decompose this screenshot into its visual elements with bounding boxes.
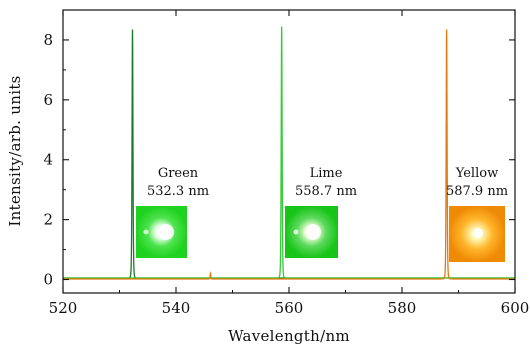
annotation-green: Green 532.3 nm	[136, 166, 209, 258]
x-tick-label: 600	[501, 299, 530, 317]
lime-spot-core	[305, 224, 321, 240]
x-axis-label: Wavelength/nm	[228, 327, 350, 345]
annotation-yellow-wavelength: 587.9 nm	[446, 184, 508, 199]
y-tick-label: 8	[43, 31, 53, 49]
y-tick-label: 2	[43, 211, 53, 229]
annotation-green-name: Green	[158, 166, 199, 181]
lime-spot-dot	[293, 229, 299, 235]
y-axis-label: Intensity/arb. units	[6, 75, 24, 226]
y-tick-label: 0	[43, 271, 53, 289]
green-spot-core	[158, 224, 174, 240]
ticks-layer: 520 540 560 580 600 0 2 4 6 8	[43, 10, 529, 317]
green-spot-dot	[143, 229, 149, 235]
x-tick-label: 560	[275, 299, 304, 317]
annotation-yellow-name: Yellow	[455, 166, 498, 181]
x-tick-label: 520	[49, 299, 78, 317]
yellow-spot-core	[473, 228, 483, 238]
annotation-yellow: Yellow 587.9 nm	[446, 166, 508, 262]
annotation-lime-wavelength: 558.7 nm	[295, 184, 357, 199]
y-tick-label: 6	[43, 91, 53, 109]
annotation-green-wavelength: 532.3 nm	[147, 184, 209, 199]
series-line-yellow	[63, 29, 515, 280]
annotation-lime: Lime 558.7 nm	[285, 166, 357, 258]
x-tick-label: 580	[388, 299, 417, 317]
series-layer	[63, 26, 515, 280]
y-tick-label: 4	[43, 151, 53, 169]
x-tick-label: 540	[162, 299, 191, 317]
series-line-lime	[63, 26, 515, 279]
annotation-lime-name: Lime	[310, 166, 343, 181]
